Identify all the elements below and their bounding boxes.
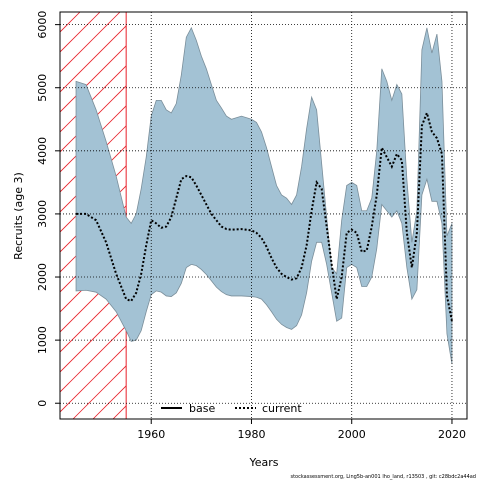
series-lines	[76, 109, 453, 322]
x-axis: 1960 1980 2000 2020	[137, 419, 466, 441]
hatch-line	[60, 305, 127, 373]
hatch-line	[60, 325, 127, 393]
hatch-line	[60, 25, 127, 93]
y-tick-label: 5000	[36, 74, 49, 102]
band-area	[75, 26, 453, 365]
x-tick-label: 1980	[237, 428, 265, 441]
confidence-band	[75, 26, 453, 365]
legend-label-base: base	[189, 402, 215, 415]
y-axis-label: Recruits (age 3)	[12, 172, 25, 260]
y-tick-label: 3000	[36, 200, 49, 228]
legend: base current	[161, 402, 302, 415]
hatch-line	[313, 12, 480, 419]
grid-lines	[60, 12, 467, 419]
hatch-line	[473, 12, 480, 419]
x-axis-label: Years	[248, 456, 278, 469]
plot-frame	[59, 11, 468, 420]
y-tick-label: 4000	[36, 137, 49, 165]
hatch-line	[60, 285, 127, 353]
hatch-line	[60, 12, 61, 13]
y-tick-label: 6000	[36, 11, 49, 39]
plot-area	[60, 12, 480, 419]
hatch-line	[60, 45, 127, 113]
y-tick-label: 1000	[36, 326, 49, 354]
series-line-current	[76, 109, 453, 322]
hatch-line	[60, 65, 127, 133]
x-tick-label: 1960	[137, 428, 165, 441]
y-tick-label: 0	[36, 400, 49, 407]
x-tick-label: 2020	[438, 428, 466, 441]
y-tick-label: 2000	[36, 263, 49, 291]
hatch-line	[60, 345, 127, 413]
x-tick-label: 2000	[338, 428, 366, 441]
legend-label-current: current	[262, 402, 302, 415]
y-axis: 0 1000 2000 3000 4000 5000 6000	[36, 11, 60, 407]
footer-credit: stockassessment.org, Ling5b-an001 lho_la…	[290, 474, 476, 480]
